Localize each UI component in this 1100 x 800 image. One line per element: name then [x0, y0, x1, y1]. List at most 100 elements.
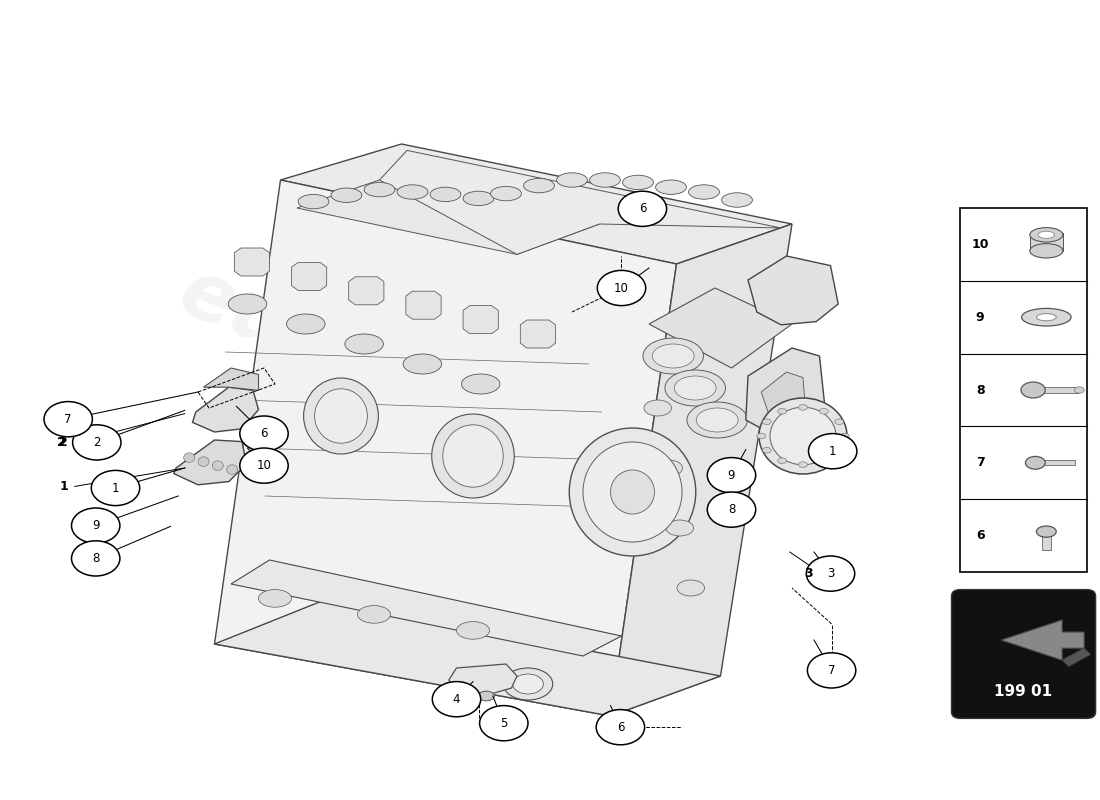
Ellipse shape [820, 458, 828, 463]
Ellipse shape [1030, 227, 1063, 242]
Ellipse shape [331, 188, 362, 202]
Ellipse shape [431, 414, 515, 498]
Circle shape [808, 434, 857, 469]
Text: a passion  since 1985: a passion since 1985 [336, 547, 588, 637]
Text: 8: 8 [976, 383, 984, 397]
Circle shape [432, 682, 481, 717]
Ellipse shape [590, 173, 620, 187]
Ellipse shape [799, 462, 807, 467]
Circle shape [707, 492, 756, 527]
Polygon shape [449, 664, 517, 694]
Ellipse shape [656, 180, 686, 194]
Text: 3: 3 [827, 567, 834, 580]
Polygon shape [746, 348, 825, 432]
Ellipse shape [504, 668, 552, 700]
Polygon shape [406, 291, 441, 319]
Polygon shape [463, 306, 498, 334]
Ellipse shape [524, 178, 554, 193]
Polygon shape [379, 150, 781, 254]
Ellipse shape [198, 457, 209, 466]
Text: 199 01: 199 01 [994, 684, 1053, 698]
Polygon shape [349, 277, 384, 305]
Ellipse shape [762, 419, 771, 425]
Polygon shape [234, 248, 270, 276]
Ellipse shape [644, 400, 671, 416]
Ellipse shape [778, 409, 786, 414]
Ellipse shape [835, 419, 844, 425]
Text: 9: 9 [92, 519, 99, 532]
Ellipse shape [1036, 526, 1056, 538]
Ellipse shape [770, 407, 836, 465]
Circle shape [72, 541, 120, 576]
Ellipse shape [304, 378, 378, 454]
Circle shape [72, 508, 120, 543]
Bar [1030, 233, 1063, 250]
Polygon shape [214, 600, 720, 716]
Circle shape [73, 425, 121, 460]
Polygon shape [1001, 620, 1084, 660]
Ellipse shape [676, 580, 704, 596]
Text: 7: 7 [976, 456, 984, 470]
Ellipse shape [722, 193, 752, 207]
Text: 5: 5 [500, 717, 507, 730]
Text: 10: 10 [614, 282, 629, 294]
Ellipse shape [1025, 456, 1045, 469]
Ellipse shape [404, 354, 442, 374]
Circle shape [806, 556, 855, 591]
Ellipse shape [696, 408, 738, 432]
Ellipse shape [477, 691, 495, 701]
Text: 2: 2 [94, 436, 100, 449]
Ellipse shape [491, 186, 521, 201]
Text: 6: 6 [639, 202, 646, 215]
Ellipse shape [1030, 243, 1063, 258]
Text: 3: 3 [804, 567, 813, 580]
Bar [960, 208, 1087, 572]
Text: 2: 2 [57, 436, 66, 449]
Text: 10: 10 [971, 238, 989, 251]
Circle shape [480, 706, 528, 741]
Text: 8: 8 [728, 503, 735, 516]
Ellipse shape [583, 442, 682, 542]
Circle shape [597, 270, 646, 306]
Bar [1042, 533, 1050, 550]
Ellipse shape [570, 428, 695, 556]
Ellipse shape [654, 460, 682, 476]
Circle shape [240, 416, 288, 451]
Circle shape [807, 653, 856, 688]
Text: 6: 6 [617, 721, 624, 734]
Text: 1: 1 [59, 480, 68, 493]
Ellipse shape [345, 334, 384, 354]
Polygon shape [297, 180, 600, 254]
Text: 6: 6 [261, 427, 267, 440]
Ellipse shape [840, 434, 849, 438]
Ellipse shape [258, 590, 292, 607]
Ellipse shape [315, 389, 367, 443]
Circle shape [91, 470, 140, 506]
Ellipse shape [229, 294, 266, 314]
Polygon shape [649, 288, 792, 368]
Ellipse shape [442, 425, 504, 487]
Ellipse shape [1036, 314, 1056, 321]
Ellipse shape [397, 185, 428, 199]
Polygon shape [280, 144, 792, 264]
Circle shape [44, 402, 92, 437]
Text: 9: 9 [728, 469, 735, 482]
Bar [1037, 460, 1075, 465]
Ellipse shape [513, 674, 543, 694]
Polygon shape [231, 560, 622, 656]
Circle shape [240, 448, 288, 483]
Ellipse shape [762, 447, 771, 453]
Polygon shape [214, 180, 676, 716]
Ellipse shape [358, 606, 390, 623]
Ellipse shape [212, 461, 223, 470]
Polygon shape [1062, 648, 1091, 666]
Ellipse shape [664, 370, 726, 406]
Text: 7: 7 [65, 413, 72, 426]
Ellipse shape [666, 520, 693, 536]
Ellipse shape [286, 314, 326, 334]
Ellipse shape [689, 185, 719, 199]
Text: 4: 4 [453, 693, 460, 706]
Text: 10: 10 [256, 459, 272, 472]
Polygon shape [520, 320, 556, 348]
Ellipse shape [298, 194, 329, 209]
